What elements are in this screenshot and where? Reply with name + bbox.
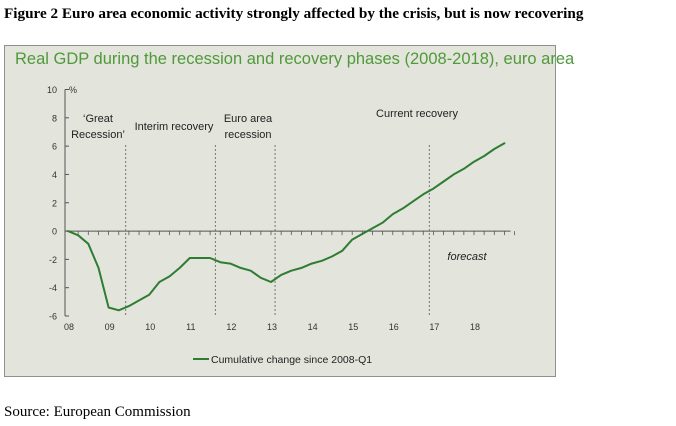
x-tick-label: 15 — [348, 322, 358, 332]
annotation-great-recession: Recession’ — [71, 129, 125, 141]
series-lines — [67, 142, 506, 312]
series-line — [67, 142, 506, 312]
legend-label: Cumulative change since 2008-Q1 — [211, 354, 372, 366]
line-chart: 10 8 6 4 2 0 -2 -4 -6% 08 09 10 11 12 13 14 15 16 17 18 ‘G… — [47, 85, 516, 366]
x-tick-label: 14 — [308, 322, 318, 332]
y-axis: 10 8 6 4 2 0 -2 -4 -6% — [47, 85, 77, 322]
x-tick-label: 09 — [105, 322, 115, 332]
x-tick-label: 13 — [267, 322, 277, 332]
x-tick-label: 08 — [64, 322, 74, 332]
annotation-euro-area-recession: Euro area — [224, 113, 273, 125]
legend: Cumulative change since 2008-Q1 — [193, 354, 372, 366]
y-tick-label: -2 — [49, 255, 57, 265]
x-tick-label: 10 — [145, 322, 155, 332]
source-note: Source: European Commission — [4, 404, 191, 420]
figure-title: Figure 2 Euro area economic activity str… — [4, 5, 584, 22]
annotation-euro-area-recession: recession — [224, 129, 271, 141]
y-tick-label: 4 — [52, 170, 57, 180]
annotation-current-recovery: Current recovery — [376, 108, 458, 120]
x-tick-label: 16 — [389, 322, 399, 332]
annotation-great-recession: ‘Great — [83, 113, 113, 125]
y-tick-label: 8 — [52, 113, 57, 123]
y-axis-unit-label: % — [69, 85, 77, 95]
y-tick-label: -6 — [49, 312, 57, 322]
y-tick-label: 0 — [52, 227, 57, 237]
chart-panel: Real GDP during the recession and recove… — [4, 45, 574, 377]
x-tick-label: 18 — [470, 322, 480, 332]
annotation-interim-recovery: Interim recovery — [135, 121, 214, 133]
x-tick-label: 17 — [429, 322, 439, 332]
chart-title: Real GDP during the recession and recove… — [15, 50, 575, 68]
y-tick-label: 10 — [47, 85, 57, 95]
x-tick-label: 11 — [186, 322, 195, 332]
annotation-forecast: forecast — [447, 251, 487, 263]
phase-annotations: ‘Great Recession’ Interim recovery Euro are… — [71, 108, 487, 263]
x-axis: 08 09 10 11 12 13 14 15 16 17 18 — [64, 230, 516, 332]
y-tick-label: 2 — [52, 198, 57, 208]
y-tick-label: 6 — [52, 142, 57, 152]
phase-dividers — [125, 145, 430, 316]
x-tick-label: 12 — [226, 322, 236, 332]
y-tick-label: -4 — [49, 283, 57, 293]
